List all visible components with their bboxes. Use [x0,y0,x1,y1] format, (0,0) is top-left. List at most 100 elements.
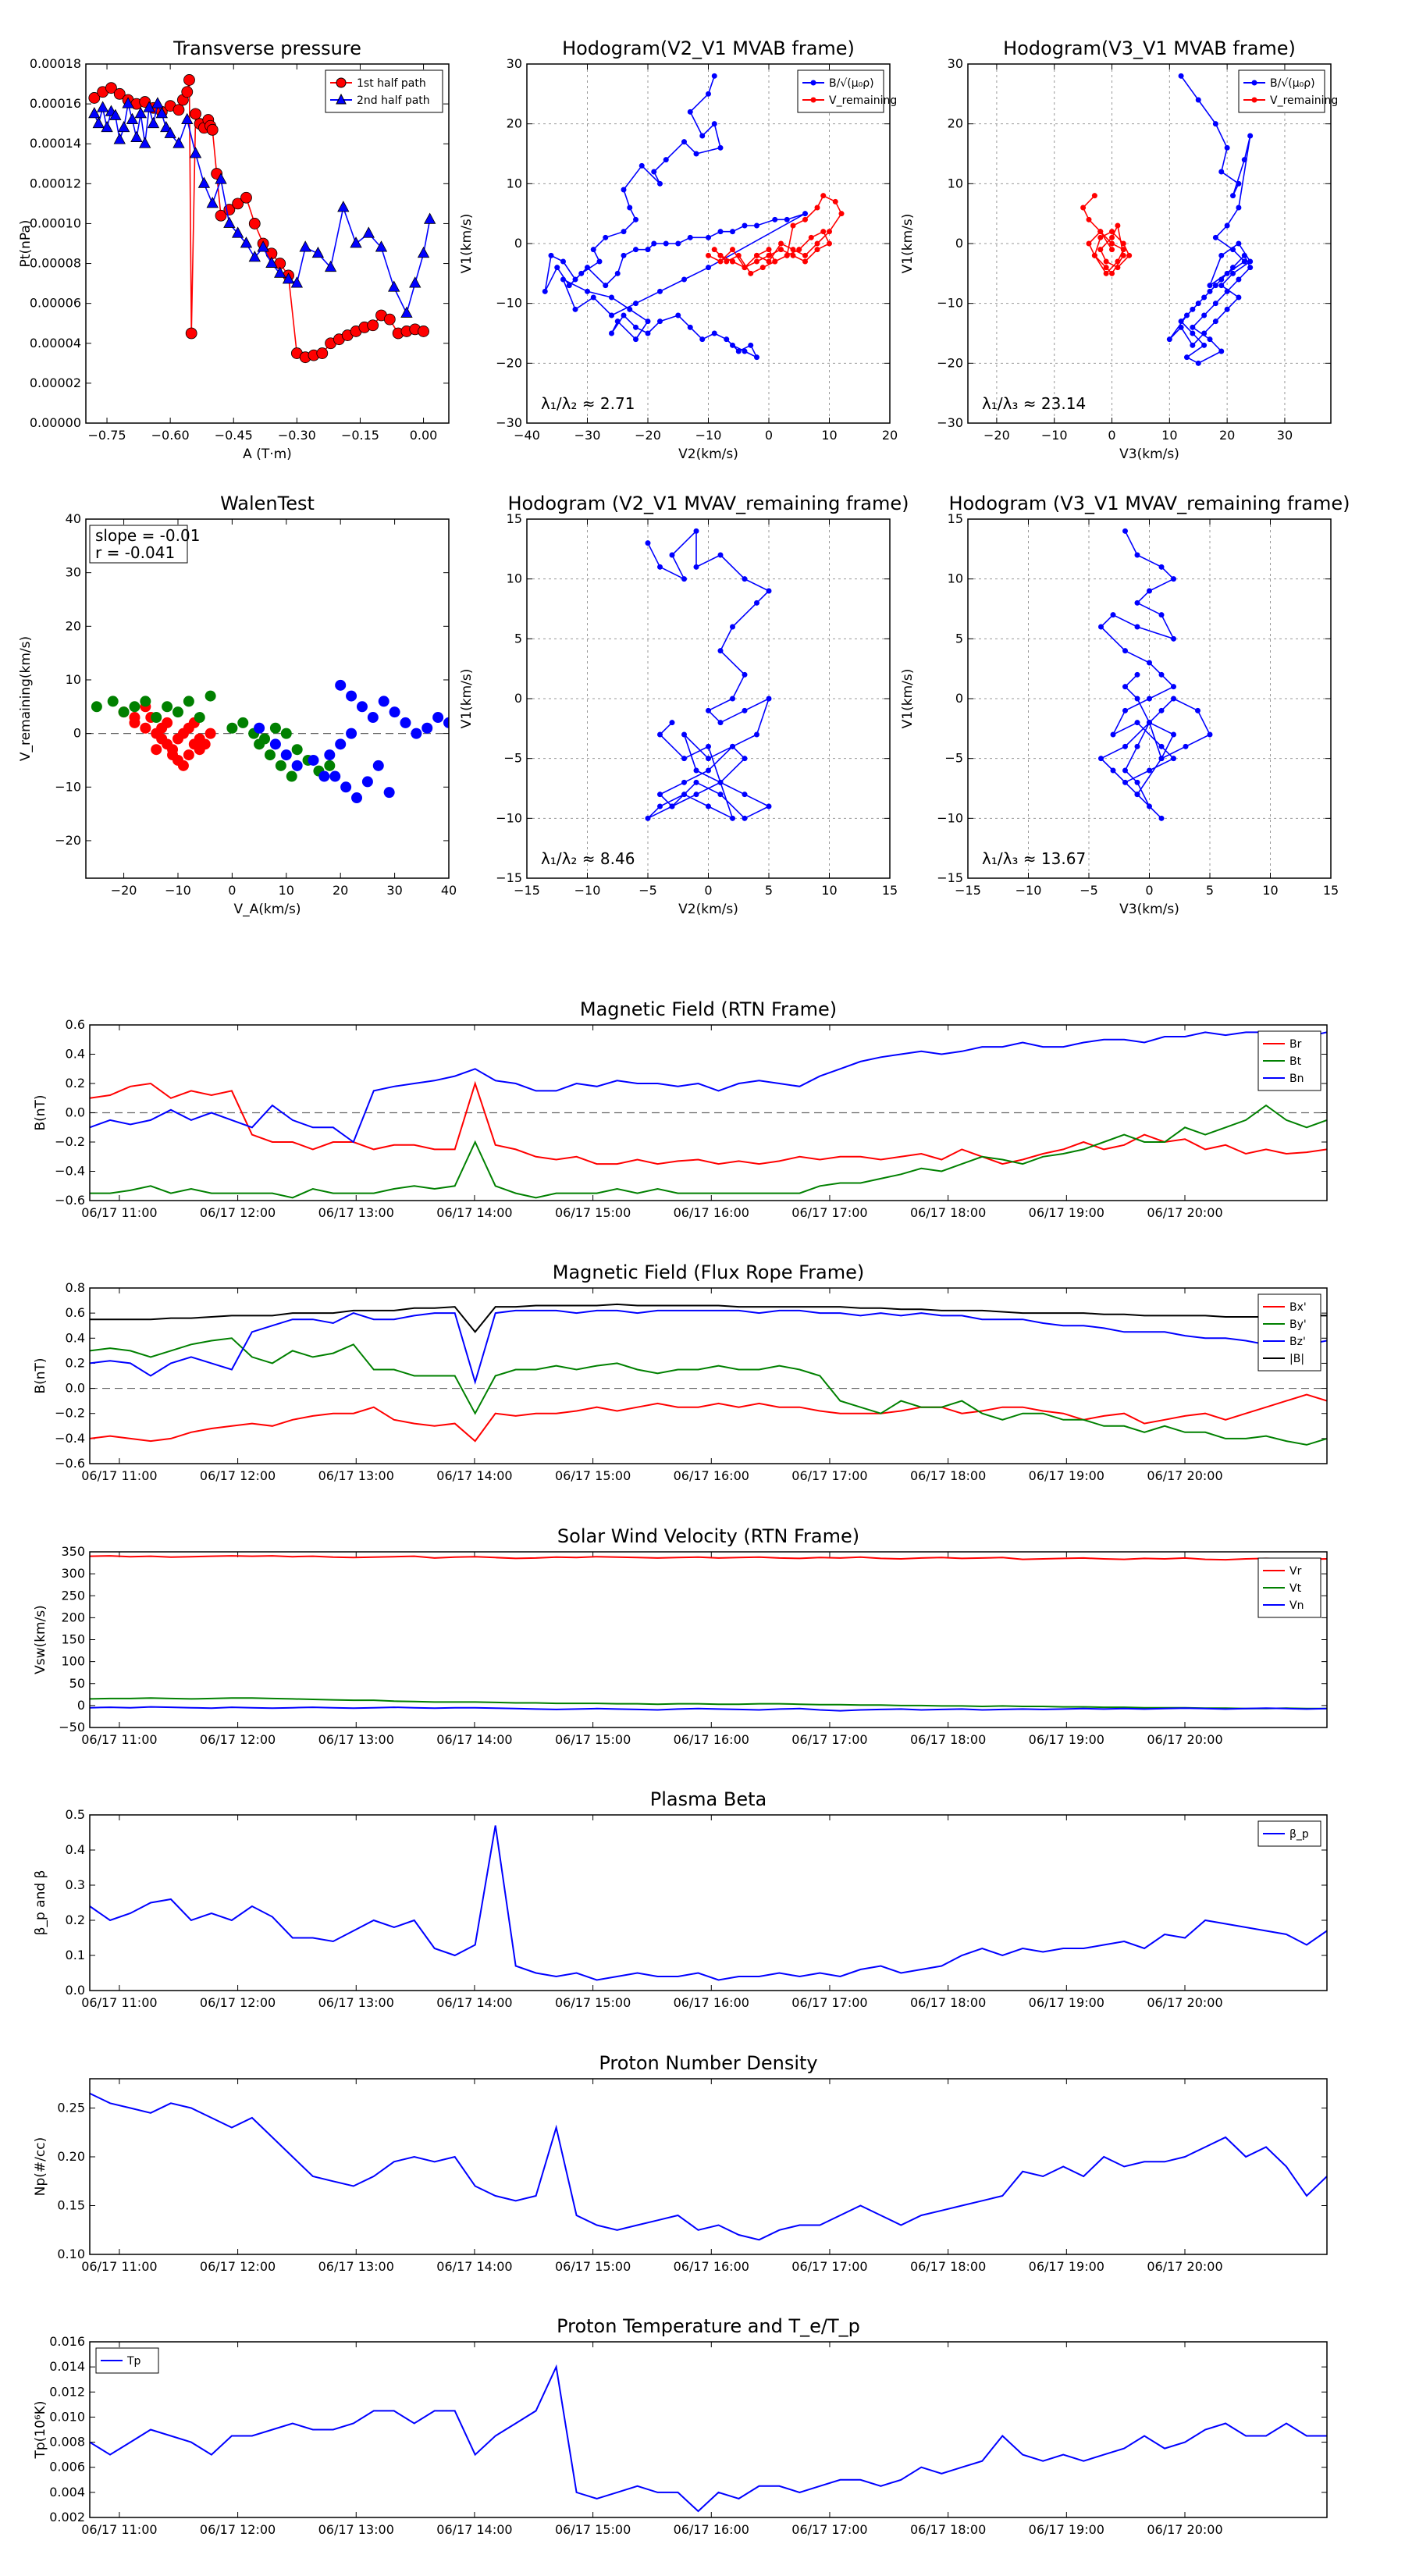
series-line [90,1825,1327,1981]
stats-text: slope = -0.01 [95,526,200,545]
data-point [693,564,699,570]
data-point [766,252,772,258]
data-point [663,157,669,163]
data-point [1218,252,1225,258]
y-tick-label: −50 [59,1720,85,1735]
stats-box [89,525,188,564]
data-point [422,722,433,734]
data-point [162,701,173,713]
data-point [1120,252,1126,258]
y-tick-label: 10 [948,571,963,586]
data-point [766,588,772,594]
x-tick-label: 15 [1323,883,1339,898]
data-point [802,211,808,217]
y-tick-label: 0.5 [66,1807,85,1822]
x-tick-label: 06/17 18:00 [910,1468,986,1483]
x-tick-label: 06/17 15:00 [555,1468,631,1483]
data-point [730,342,735,348]
data-point [687,234,693,240]
data-point [1190,330,1196,336]
data-point [400,717,411,728]
legend: Bx' By' Bz' |B| [1257,1293,1321,1372]
y-axis-label: B(nT) [33,1357,48,1393]
x-tick-label: −30 [574,428,601,443]
data-point [699,133,706,139]
data-point [324,749,336,761]
y-tick-label: 20 [507,116,522,131]
x-tick-label: 06/17 12:00 [200,1995,276,2010]
data-point [1134,720,1140,726]
data-point [766,258,772,265]
data-point [173,104,185,116]
legend-label: Bz' [1289,1336,1306,1348]
data-point [657,180,663,187]
data-point [706,265,711,271]
data-point [96,101,109,112]
data-point [609,330,614,336]
data-point [590,294,596,301]
plot-area [90,1303,1327,1446]
y-tick-label: 200 [61,1610,85,1624]
x-tick-label: 06/17 12:00 [200,1732,276,1747]
data-point [1115,258,1121,265]
legend-marker [336,93,347,105]
data-point [361,776,373,788]
data-point [1218,276,1225,283]
data-point [621,252,627,258]
data-point [432,712,444,724]
data-point [1080,205,1087,211]
x-tick-label: 06/17 16:00 [674,1995,749,2010]
chart-h3: Hodogram (V2_V1 MVAV_remaining frame) −15… [459,493,909,917]
x-tick-label: 06/17 12:00 [200,1468,276,1483]
data-point [151,712,162,724]
data-point [400,306,413,318]
data-point [177,760,189,771]
chart-title: Proton Temperature and T_e/T_p [557,2315,860,2337]
data-point [1158,671,1165,678]
data-point [1126,252,1133,258]
x-tick-label: 06/17 17:00 [791,1468,867,1483]
data-point [1224,144,1230,151]
data-point [742,265,748,271]
data-point [614,318,621,325]
x-tick-label: −0.60 [151,428,190,443]
data-point [735,252,742,258]
y-tick-label: 0.2 [66,1076,85,1091]
data-point [1195,707,1200,713]
data-point [1147,767,1152,774]
data-point [633,324,638,330]
data-point [1195,301,1201,307]
series-line [94,101,431,315]
y-tick-label: −0.6 [55,1193,85,1208]
data-point [340,781,352,793]
data-point [1134,624,1140,630]
x-tick-label: 06/17 13:00 [318,1732,394,1747]
x-tick-label: 06/17 17:00 [791,2259,867,2274]
data-point [772,216,778,222]
y-tick-label: −15 [496,870,522,885]
data-point [1212,301,1218,307]
data-point [126,112,139,124]
data-point [621,229,627,235]
data-point [802,258,808,265]
data-point [759,265,766,271]
y-tick-label: −10 [937,296,963,311]
x-tick-label: 0 [704,883,712,898]
series-line [90,1555,1327,1561]
data-point [742,671,748,678]
data-point [1171,684,1176,690]
legend-marker [1251,80,1257,86]
y-tick-label: −10 [496,810,522,825]
y-tick-label: 20 [948,116,963,131]
x-tick-label: 06/17 15:00 [555,1995,631,2010]
data-point [155,107,168,119]
data-point [291,744,303,756]
data-point [129,701,140,713]
data-point [681,792,687,798]
data-point [633,336,638,343]
data-point [231,226,244,238]
y-tick-label: −30 [937,415,963,430]
x-tick-label: 06/17 16:00 [674,1468,749,1483]
chart-tp: Transverse pressure −0.75 −0.60 −0.45 −0.30 −… [18,37,450,462]
